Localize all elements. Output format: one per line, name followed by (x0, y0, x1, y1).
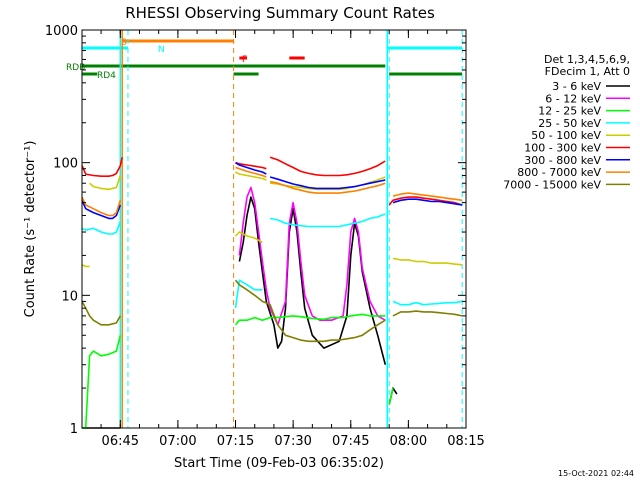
series-line-800-7000-kev (81, 196, 122, 217)
series-line-100-300-kev (269, 156, 386, 177)
x-tick-label: 07:45 (332, 434, 369, 449)
y-axis-label: Count Rate (s⁻¹ detector⁻¹) (23, 141, 38, 318)
legend: Det 1,3,4,5,6,9,FDecim 1, Att 0 3 - 6 keV… (503, 53, 630, 191)
series-300-800-kev (81, 162, 463, 220)
series-100-300-kev (81, 156, 463, 206)
legend-header-line: FDecim 1, Att 0 (545, 65, 630, 78)
series-line-300-800-kev (269, 176, 386, 190)
series-12-25-kev (82, 313, 394, 429)
series-layer (81, 156, 463, 429)
series-line-50-100-kev (89, 175, 122, 191)
x-tick-label: 08:15 (447, 434, 484, 449)
chart-title: RHESSI Observing Summary Count Rates (125, 4, 435, 22)
series-800-7000-kev (81, 166, 463, 217)
series-line-6-12-kev (238, 186, 386, 326)
legend-label-300-800-kev: 300 - 800 keV (524, 154, 601, 167)
vertical-lines-layer (119, 30, 463, 428)
series-line-25-50-kev (234, 279, 263, 309)
x-tick-label: 08:00 (390, 434, 427, 449)
y-tick-label: 10 (61, 289, 78, 304)
series-line-50-100-kev (235, 171, 267, 181)
x-tick-label: 07:30 (274, 434, 311, 449)
series-line-50-100-kev (234, 231, 263, 244)
series-line-50-100-kev (81, 264, 90, 268)
legend-label-7000-15000-kev: 7000 - 15000 keV (503, 178, 601, 191)
series-6-12-kev (238, 186, 386, 326)
x-tick-label: 07:15 (217, 434, 254, 449)
x-axis-label: Start Time (09-Feb-03 06:35:02) (174, 456, 384, 471)
flag-label-n: N (158, 45, 165, 55)
y-tick-label: 100 (53, 157, 78, 172)
series-line-100-300-kev (388, 196, 463, 206)
legend-label-25-50-kev: 25 - 50 keV (538, 117, 601, 130)
series-line-800-7000-kev (235, 166, 267, 178)
flag-label-f: F (242, 55, 247, 65)
footer-date: 15-Oct-2021 02:44 (558, 469, 634, 478)
series-line-3-6-kev (238, 196, 387, 365)
x-tick-label: 06:45 (102, 434, 139, 449)
flag-label-rd4: RD4 (97, 71, 116, 81)
series-line-25-50-kev (269, 213, 386, 228)
series-line-300-800-kev (392, 198, 463, 206)
legend-label-6-12-kev: 6 - 12 keV (545, 92, 601, 105)
series-25-50-kev (81, 213, 463, 309)
series-line-12-25-kev (388, 387, 394, 405)
series-line-12-25-kev (82, 335, 122, 429)
legend-header-line: Det 1,3,4,5,6,9, (544, 53, 630, 66)
series-line-7000-15000-kev (81, 301, 121, 326)
flag-label-s: S (121, 38, 127, 48)
series-line-100-300-kev (235, 161, 267, 170)
y-tick-label: 1000 (45, 24, 78, 39)
x-axis: 06:45 07:00 07:15 07:30 07:45 08:00 08:15 (100, 30, 485, 449)
x-tick-label: 07:00 (159, 434, 196, 449)
legend-label-100-300-kev: 100 - 300 keV (524, 142, 601, 155)
series-line-50-100-kev (392, 257, 463, 266)
series-7000-15000-kev (81, 279, 463, 343)
y-tick-label: 1 (70, 422, 78, 437)
legend-label-50-100-kev: 50 - 100 keV (531, 129, 601, 142)
series-line-25-50-kev (392, 300, 463, 306)
y-axis: 1 10 100 1000 (45, 24, 466, 437)
legend-label-12-25-kev: 12 - 25 keV (538, 105, 601, 118)
series-line-800-7000-kev (392, 192, 463, 202)
series-line-100-300-kev (81, 157, 123, 177)
series-line-25-50-kev (81, 221, 122, 235)
legend-label-3-6-kev: 3 - 6 keV (552, 80, 601, 93)
series-line-7000-15000-kev (392, 310, 463, 317)
flag-label-rdb: RDB (66, 63, 85, 73)
series-line-800-7000-kev (269, 180, 386, 194)
series-line-7000-15000-kev (234, 279, 386, 343)
series-line-12-25-kev (234, 313, 386, 326)
series-line-300-800-kev (81, 199, 122, 220)
series-line-300-800-kev (235, 162, 267, 175)
legend-label-800-7000-kev: 800 - 7000 keV (517, 166, 601, 179)
